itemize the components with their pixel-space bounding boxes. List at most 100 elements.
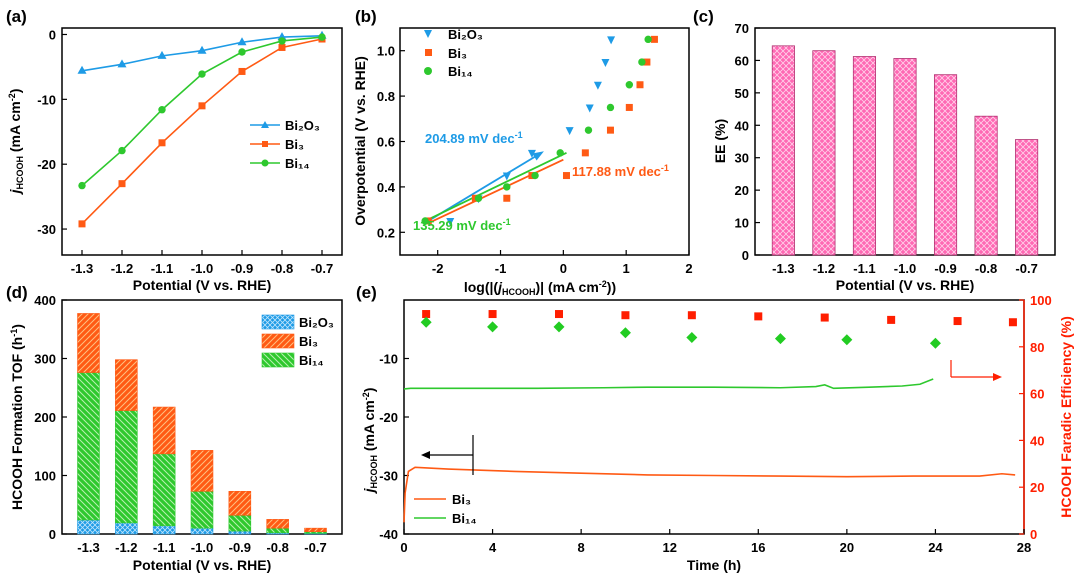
panel-a-data-point	[158, 106, 166, 114]
panel-b-annotation-bi3: 117.88 mV dec-1	[572, 163, 669, 179]
panel-d-x-tick-label: -0.8	[266, 540, 288, 555]
panel-d-data	[77, 313, 327, 535]
left-arrow-head	[421, 451, 430, 459]
panel-c-bar	[893, 58, 917, 256]
panel-d-tof-chart: 0 100 200 300 400 -1.3 -1.2 -1.1 -1.0 -0.9 -0.8 -0.…	[9, 293, 343, 573]
panel-e-fe-point	[820, 313, 829, 322]
panel-d-y-tick-label: 300	[34, 352, 56, 367]
panel-b-data-point	[606, 126, 614, 134]
panel-e-x-tick-label: 8	[578, 540, 585, 555]
panel-e-x-tick-label: 0	[400, 540, 407, 555]
panel-a-legend-marker-bi2o3	[261, 121, 269, 128]
panel-e-fe-point	[422, 310, 431, 319]
panel-b-data-point	[446, 217, 455, 226]
panel-e-y2label: HCOOH Faradic Efficiency (%)	[1058, 316, 1074, 518]
panel-e-x-tick-label: 24	[928, 540, 943, 555]
panel-e-ylabel-close: )	[361, 388, 377, 393]
right-arrow-head	[993, 373, 1002, 381]
panel-a-x-tick-label: -0.8	[271, 261, 293, 276]
panel-a-data-point	[237, 37, 247, 46]
panel-b-data-point	[643, 58, 651, 66]
panel-a-x-tick-label: -0.9	[231, 261, 253, 276]
panel-b-fit-line	[427, 158, 564, 225]
panel-b-xlabel-end: ))	[607, 279, 616, 295]
panel-b-annotation-bi2o3: 204.89 mV dec-1	[425, 130, 523, 146]
panel-d-ylabel: HCOOH Formation TOF (h-1)	[9, 324, 25, 510]
panel-e-ylabel-j: j	[361, 487, 377, 494]
panel-b-data-point	[531, 171, 539, 180]
panel-c-x-tick-label: -1.3	[772, 261, 794, 276]
panel-e-fe-point	[929, 337, 941, 349]
panel-e-frame	[403, 299, 1025, 535]
panel-e-fe-point	[619, 327, 631, 339]
panel-c-x-tick-label: -0.8	[975, 261, 997, 276]
panel-a-ylabel-sub: HCOOH	[15, 156, 25, 190]
panel-d-bar-segment	[115, 359, 138, 411]
panel-b-data-point	[601, 59, 610, 68]
panel-a-data-point	[77, 65, 87, 74]
panel-c-data	[771, 45, 1039, 256]
panel-a-ylabel: jHCOOH (mA cm-2)	[7, 89, 25, 196]
panel-c-ylabel: EE (%)	[712, 119, 728, 163]
panel-b-data-point	[581, 149, 589, 157]
panel-a-ylabel-sup: -2	[7, 93, 17, 101]
panel-c-x-tick-label: -1.2	[813, 261, 835, 276]
panel-e-current-line	[403, 466, 1016, 523]
panel-c-y-tick-label: 10	[735, 216, 749, 231]
panel-a-data	[77, 30, 327, 228]
panel-d-x-tick-label: -1.2	[115, 540, 137, 555]
panel-b-data-point	[650, 35, 658, 43]
panel-b-xlabel-post: )| (mA cm	[535, 279, 598, 295]
panel-d-bar-segment	[266, 527, 289, 534]
panel-e-y-tick-label: -10	[379, 352, 398, 367]
panel-a-ylabel-j: j	[7, 188, 23, 195]
panel-e-xlabel: Time (h)	[687, 557, 741, 573]
panel-d-bar-segment	[115, 410, 138, 524]
panel-b-data-point	[625, 103, 633, 111]
panel-d-bar-segment	[115, 522, 138, 535]
panel-b-x-tick-label: 2	[685, 261, 692, 276]
panel-b-y-tick-label: 0.2	[377, 225, 395, 240]
panel-d-bar-segment	[77, 313, 100, 373]
panel-c-y-tick-label: 50	[735, 86, 749, 101]
panel-a-legend-marker-bi3	[262, 141, 268, 147]
panel-a-x-tick-label: -1.1	[151, 261, 173, 276]
panel-b-data-point	[625, 81, 634, 89]
panel-a-legend-marker-bi14	[261, 159, 269, 167]
panel-d-y-tick-label: 100	[34, 469, 56, 484]
panel-e-y-tick-label: -40	[379, 527, 398, 542]
panel-d-legend-label-bi2o3: Bi₂O₃	[299, 315, 334, 330]
panel-b-data-point	[527, 149, 536, 158]
panel-a-data-point	[157, 50, 167, 59]
panel-e-fe-point	[420, 316, 432, 328]
panel-e-fe-point	[774, 333, 786, 345]
panel-a-data-point	[118, 146, 126, 155]
panel-a-ylabel-close: )	[7, 89, 23, 94]
panel-e-ylabel-unit: (mA cm	[361, 400, 377, 455]
panel-e-fe-point	[1008, 318, 1017, 327]
panel-a-x-tick-label: -0.7	[311, 261, 333, 276]
panel-c-bar	[974, 115, 998, 256]
panel-a-data-point	[78, 181, 86, 190]
panel-b-data-point	[474, 194, 483, 202]
panel-d-bar-segment	[190, 490, 214, 529]
panel-d-bar-segment	[190, 527, 214, 535]
panel-b-axes: -2 -1 0 1 2 0.2 0.4 0.6 0.8 1.0	[377, 44, 693, 276]
panel-c-y-tick-label: 70	[735, 21, 749, 36]
panel-label-e: (e)	[356, 283, 377, 302]
panel-e-x-tick-label: 4	[489, 540, 497, 555]
panel-b-data-point	[644, 35, 652, 44]
panel-d-bar-segment	[77, 372, 100, 521]
panel-a-data-point	[197, 45, 207, 54]
panel-a-current-density-chart: -1.3 -1.2 -1.1 -1.0 -0.9 -0.8 -0.7 0 -10 -20 -30 P…	[7, 27, 343, 293]
panel-e-fe-point	[488, 310, 497, 319]
panel-a-y-tick-label: -10	[37, 92, 56, 107]
panel-b-annotation-bi2o3-sup: -1	[515, 130, 523, 140]
panel-d-bar-segment	[266, 519, 289, 529]
panel-e-fe-point	[887, 315, 896, 324]
panel-e-legend-label-bi3: Bi₃	[452, 492, 471, 507]
panel-b-fit-line	[424, 152, 567, 222]
panel-d-y-tick-label: 400	[34, 293, 56, 308]
panel-e-ylabel-sup: -2	[361, 392, 371, 400]
